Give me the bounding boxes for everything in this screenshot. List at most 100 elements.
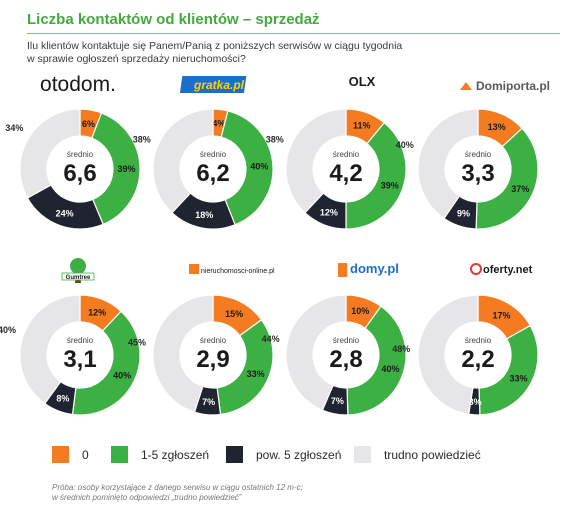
footnote-line: w średnich pominięto odpowiedzi „trudno … <box>52 493 242 502</box>
svg-text:otodom.: otodom. <box>40 73 116 96</box>
center-label: średnio <box>67 336 94 345</box>
center-label: średnio <box>200 336 227 345</box>
slice-label: 7% <box>331 396 344 406</box>
slice-label: 13% <box>488 122 506 132</box>
service-logo: otodom. <box>40 73 116 96</box>
service-logo: OLX <box>349 74 376 89</box>
service-logo: domy.pl <box>338 261 399 277</box>
donut-slice <box>220 110 274 226</box>
title-divider <box>27 33 560 34</box>
slice-label: 9% <box>457 209 470 219</box>
survey-question: Ilu klientów kontaktuje się Panem/Panią … <box>27 40 467 66</box>
slice-label: 40% <box>381 364 399 374</box>
svg-text:nieruchomosci-online.pl: nieruchomosci-online.pl <box>201 268 275 275</box>
slice-label: 39% <box>381 180 399 190</box>
average-value: 3,3 <box>461 160 494 187</box>
center-label: średnio <box>333 336 360 345</box>
average-value: 2,2 <box>461 346 494 373</box>
legend-label: 0 <box>82 447 89 462</box>
slice-label: 38% <box>266 134 284 144</box>
center-label: średnio <box>67 150 94 159</box>
svg-text:oferty.net: oferty.net <box>483 264 533 276</box>
legend-item-dont-know: trudno powiedzieć <box>354 446 481 463</box>
donut-slice <box>91 112 141 226</box>
slice-label: 39% <box>117 164 135 174</box>
donut-slice <box>216 318 274 416</box>
slice-label: 12% <box>88 307 106 317</box>
slice-label: 24% <box>56 208 74 218</box>
slice-label: 8% <box>56 394 69 404</box>
legend-label: 1-5 zgłoszeń <box>141 447 210 462</box>
survey-question-line: w sprawie ogłoszeń sprzedaży nieruchomoś… <box>27 53 246 65</box>
svg-text:gratka.pl: gratka.pl <box>193 78 245 92</box>
average-value: 2,9 <box>196 346 229 373</box>
footnote-line: Próba: osoby korzystające z danego serwi… <box>52 483 303 492</box>
house-icon <box>460 82 472 90</box>
center-label: średnio <box>200 150 227 159</box>
donut-slice <box>417 294 479 415</box>
slice-label: 11% <box>353 121 371 131</box>
donut-slice <box>19 108 81 199</box>
legend: 0 1-5 zgłoszeń pow. 5 zgłoszeń trudno po… <box>52 446 572 468</box>
center-label: średnio <box>465 150 492 159</box>
legend-label: pow. 5 zgłoszeń <box>256 447 342 462</box>
slice-label: 37% <box>511 184 529 194</box>
slice-label: 6% <box>82 119 95 129</box>
slice-label: 33% <box>247 369 265 379</box>
slice-label: 33% <box>510 373 528 383</box>
slice-label: 40% <box>113 370 131 380</box>
legend-swatch-orange <box>52 446 69 463</box>
legend-swatch-gray <box>354 446 371 463</box>
service-logo: Gumtree <box>61 258 95 283</box>
logo-banner <box>61 272 95 281</box>
average-value: 3,1 <box>63 346 96 373</box>
donut-slice <box>345 121 407 230</box>
slice-label: 44% <box>262 334 280 344</box>
legend-swatch-green <box>111 446 128 463</box>
legend-item-1-5: 1-5 zgłoszeń <box>111 446 209 463</box>
page-title: Liczba kontaktów od klientów – sprzedaż <box>27 11 320 28</box>
slice-label: 40% <box>396 140 414 150</box>
slice-label: 45% <box>128 338 146 348</box>
survey-question-line: Ilu klientów kontaktuje się Panem/Panią … <box>27 40 403 52</box>
svg-text:domy.pl: domy.pl <box>350 261 399 276</box>
slice-label: 18% <box>195 210 213 220</box>
slice-label: 40% <box>0 325 16 335</box>
logo-mark <box>338 263 347 277</box>
donut-slice <box>19 294 81 405</box>
donut-slice <box>152 294 214 413</box>
slice-label: 7% <box>202 397 215 407</box>
slice-label: 38% <box>133 134 151 144</box>
slice-label: 15% <box>225 309 243 319</box>
legend-item-over-5: pow. 5 zgłoszeń <box>226 446 341 463</box>
svg-text:Gumtree: Gumtree <box>66 275 91 281</box>
slice-label: 3% <box>469 397 482 407</box>
tree-crown <box>70 258 86 274</box>
slice-label: 48% <box>392 344 410 354</box>
logo-mark <box>470 263 482 275</box>
average-value: 4,2 <box>329 160 362 187</box>
average-value: 2,8 <box>329 346 362 373</box>
slice-label: 17% <box>492 310 510 320</box>
footnote: Próba: osoby korzystające z danego serwi… <box>52 483 303 503</box>
service-logo: nieruchomosci-online.pl <box>189 264 275 275</box>
donut-slice <box>475 127 539 230</box>
logo-mark <box>189 264 199 274</box>
slice-label: 10% <box>351 306 369 316</box>
service-logo: Domiporta.pl <box>460 79 550 93</box>
slice-label: 4% <box>212 118 225 128</box>
donut-slice <box>152 108 214 214</box>
center-label: średnio <box>465 336 492 345</box>
legend-label: trudno powiedzieć <box>384 447 481 462</box>
donut-slice <box>285 108 347 214</box>
donut-slice <box>346 305 407 416</box>
legend-item-0: 0 <box>52 446 89 463</box>
service-logo: oferty.net <box>470 263 533 276</box>
